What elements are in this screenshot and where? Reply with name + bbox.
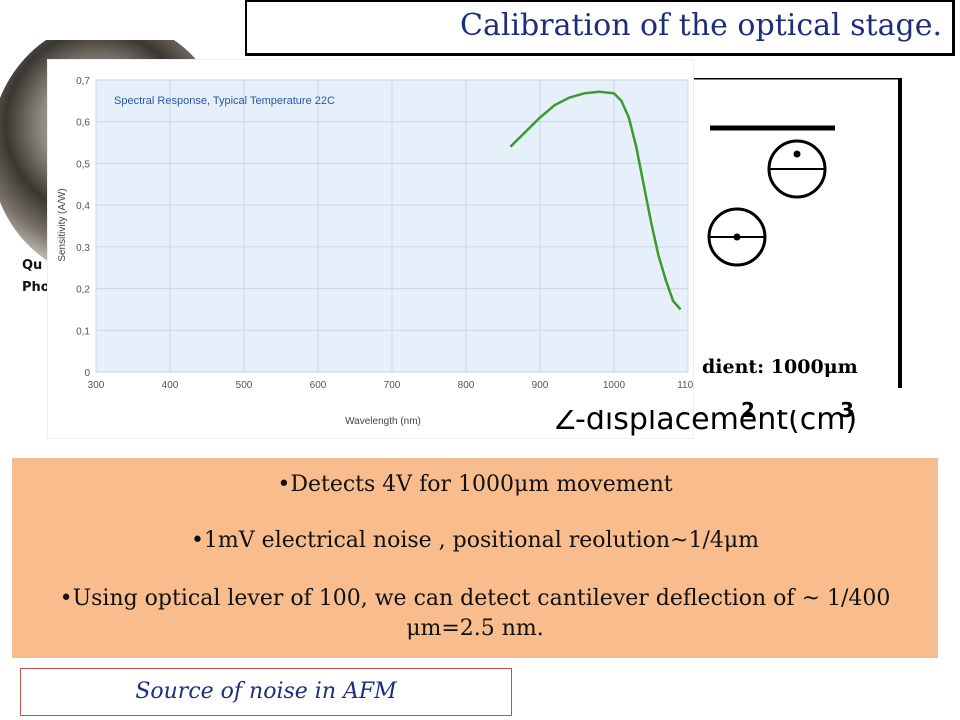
- y-tick-label: 0,3: [76, 243, 90, 254]
- note-text: Source of noise in AFM: [135, 679, 397, 704]
- x-tick-label: 500: [236, 380, 253, 391]
- y-axis-label: Sensitivity (A/W): [57, 188, 68, 261]
- spot-lower: [733, 233, 741, 241]
- x-tick-label: 700: [384, 380, 401, 391]
- x-tick-label: 600: [310, 380, 327, 391]
- x-axis-label: Wavelength (nm): [345, 416, 421, 427]
- bullet-3: •Using optical lever of 100, we can dete…: [59, 586, 891, 641]
- photo-label-2: Pho: [22, 280, 50, 295]
- detector-diagram: [690, 78, 902, 388]
- x-tick-label: 400: [162, 380, 179, 391]
- x-tick-label: 800: [458, 380, 475, 391]
- y-tick-label: 0,6: [76, 118, 90, 129]
- spectral-response-chart: 0 0,1 0,2 0,3 0,4 0,5 0,6 0,7 300 400 500 600 700 80…: [57, 76, 699, 427]
- x-tick-2: 2: [741, 398, 755, 422]
- slide-title: Calibration of the optical stage.: [460, 8, 942, 43]
- title-box: Calibration of the optical stage.: [245, 0, 955, 56]
- spot-upper: [793, 150, 801, 158]
- x-tick-label: 1100: [677, 380, 693, 391]
- bullet-2: •1mV electrical noise , positional reolu…: [190, 528, 760, 553]
- x-tick-label: 300: [88, 380, 105, 391]
- z-displacement-text: Z-displacement(cm): [555, 410, 858, 437]
- info-box: •Detects 4V for 1000μm movement •1mV ele…: [12, 458, 938, 658]
- y-tick-label: 0,5: [76, 159, 90, 170]
- z-displacement-axis-title: Z-displacement(cm): [555, 410, 857, 450]
- y-tick-label: 0,1: [76, 326, 90, 337]
- note-box: Source of noise in AFM: [20, 668, 512, 716]
- photo-label-1: Qu: [22, 258, 43, 273]
- gradient-label: dient: 1000μm: [702, 356, 858, 378]
- y-tick-label: 0,4: [76, 201, 90, 212]
- y-tick-label: 0: [84, 368, 90, 379]
- x-tick-label: 1000: [603, 380, 626, 391]
- y-tick-label: 0,7: [76, 76, 90, 87]
- x-tick-label: 900: [532, 380, 549, 391]
- chart-title: Spectral Response, Typical Temperature 2…: [114, 95, 335, 107]
- y-tick-label: 0,2: [76, 285, 90, 296]
- sensitivity-curve: [509, 90, 682, 311]
- x-tick-3: 3: [840, 398, 854, 422]
- spectral-chart-panel: 0 0,1 0,2 0,3 0,4 0,5 0,6 0,7 300 400 500 600 700 80…: [48, 60, 699, 438]
- bullet-1: •Detects 4V for 1000μm movement: [277, 472, 673, 497]
